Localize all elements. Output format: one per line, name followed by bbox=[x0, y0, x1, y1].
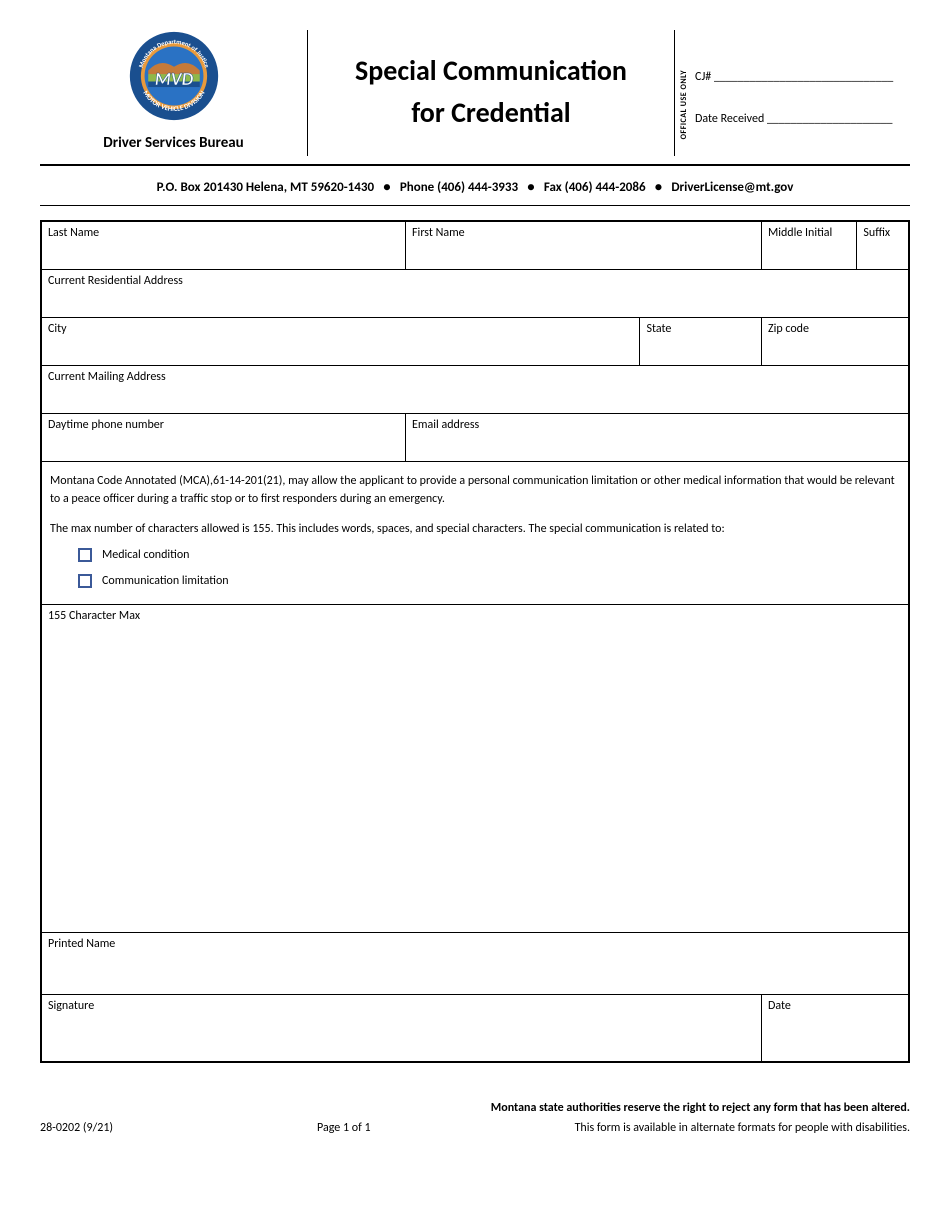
mailing-address-field[interactable]: Current Mailing Address bbox=[41, 365, 909, 413]
date-field[interactable]: Date bbox=[761, 994, 909, 1062]
date-received-field[interactable]: Date Received _____________________ bbox=[695, 112, 893, 126]
footer-form-number: 28-0202 (9/21) bbox=[40, 1121, 113, 1135]
header-center: Special Communication for Credential bbox=[308, 30, 675, 156]
footer-page: Page 1 of 1 bbox=[113, 1121, 575, 1135]
form-title-line1: Special Communication bbox=[318, 50, 664, 92]
official-use-only-label: OFFICAL USE ONLY bbox=[679, 70, 689, 143]
checkbox-medical-row: Medical condition bbox=[78, 546, 900, 564]
signature-field[interactable]: Signature bbox=[41, 994, 761, 1062]
contact-phone: Phone (406) 444-3933 bbox=[400, 180, 518, 195]
header: MVD Montana Department of Justice MOTOR … bbox=[40, 30, 910, 166]
city-field[interactable]: City bbox=[41, 317, 640, 365]
checkbox-communication-row: Communication limitation bbox=[78, 572, 900, 590]
svg-text:MVD: MVD bbox=[154, 67, 193, 90]
form-title-line2: for Credential bbox=[318, 92, 664, 134]
residential-address-field[interactable]: Current Residential Address bbox=[41, 269, 909, 317]
bullet-icon: ● bbox=[527, 180, 535, 195]
contact-fax: Fax (406) 444-2086 bbox=[544, 180, 646, 195]
header-right: OFFICAL USE ONLY CJ# ___________________… bbox=[675, 30, 910, 156]
email-address-field[interactable]: Email address bbox=[406, 413, 909, 461]
first-name-field[interactable]: First Name bbox=[406, 221, 762, 269]
checkbox-medical-label: Medical condition bbox=[102, 546, 189, 564]
official-fields: CJ# ______________________________ Date … bbox=[695, 70, 893, 154]
state-field[interactable]: State bbox=[640, 317, 762, 365]
contact-pobox: P.O. Box 201430 Helena, MT 59620-1430 bbox=[157, 180, 374, 195]
cj-number-field[interactable]: CJ# ______________________________ bbox=[695, 70, 893, 84]
char-max-field[interactable]: 155 Character Max bbox=[41, 604, 909, 932]
bullet-icon: ● bbox=[383, 180, 391, 195]
middle-initial-field[interactable]: Middle Initial bbox=[761, 221, 856, 269]
contact-bar: P.O. Box 201430 Helena, MT 59620-1430 ● … bbox=[40, 174, 910, 206]
contact-email: DriverLicense@mt.gov bbox=[671, 180, 793, 195]
info-paragraph-2: The max number of characters allowed is … bbox=[50, 520, 900, 538]
checkbox-communication-label: Communication limitation bbox=[102, 572, 229, 590]
info-paragraph-1: Montana Code Annotated (MCA),61-14-201(2… bbox=[50, 472, 900, 508]
zip-field[interactable]: Zip code bbox=[761, 317, 909, 365]
footer-availability: This form is available in alternate form… bbox=[575, 1121, 910, 1135]
footer: Montana state authorities reserve the ri… bbox=[40, 1101, 910, 1135]
footer-disclaimer: Montana state authorities reserve the ri… bbox=[40, 1101, 910, 1115]
daytime-phone-field[interactable]: Daytime phone number bbox=[41, 413, 406, 461]
bullet-icon: ● bbox=[655, 180, 663, 195]
mvd-logo: MVD Montana Department of Justice MOTOR … bbox=[50, 30, 297, 126]
suffix-field[interactable]: Suffix bbox=[857, 221, 909, 269]
header-left: MVD Montana Department of Justice MOTOR … bbox=[40, 30, 308, 156]
checkbox-medical[interactable] bbox=[78, 548, 92, 562]
checkbox-communication[interactable] bbox=[78, 574, 92, 588]
printed-name-field[interactable]: Printed Name bbox=[41, 932, 909, 994]
form-table: Last Name First Name Middle Initial Suff… bbox=[40, 220, 910, 1063]
last-name-field[interactable]: Last Name bbox=[41, 221, 406, 269]
info-cell: Montana Code Annotated (MCA),61-14-201(2… bbox=[41, 461, 909, 604]
bureau-name: Driver Services Bureau bbox=[50, 134, 297, 152]
